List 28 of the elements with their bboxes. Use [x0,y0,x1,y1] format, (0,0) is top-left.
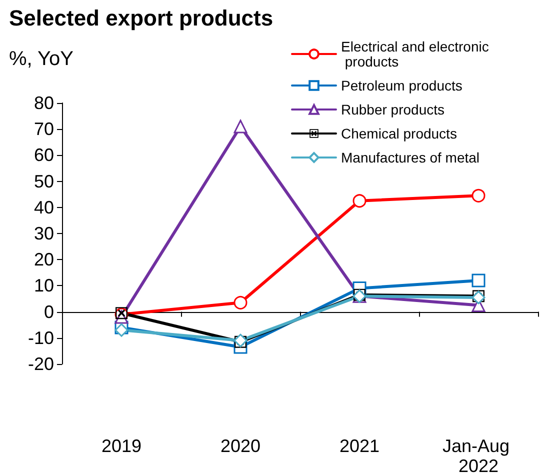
y-tick-label: -10 [28,328,54,348]
y-tick-label: 40 [34,197,54,218]
legend-label: Rubber products [341,102,445,118]
point [234,296,248,310]
x-tick-label: 2019 [101,436,142,456]
point [234,120,248,134]
y-tick-label: 70 [34,119,54,140]
y-tick-label: 30 [34,224,54,244]
x-tick-label: 2021 [339,436,380,456]
legend-label: Electrical and electronic products [341,38,489,70]
y-tick-label: 20 [34,250,54,270]
y-tick-label: 80 [34,93,54,113]
y-tick-label: 10 [34,276,54,296]
x-tick-label: 2020 [220,436,261,456]
x-tick-label: Jan-Aug 2022 [442,436,515,476]
point [472,274,486,288]
legend-label: Petroleum products [341,78,462,94]
point [472,188,486,202]
chart-subtitle: %, YoY [9,48,74,70]
chart-title: Selected export products [9,6,274,30]
y-tick-label: 0 [44,302,54,322]
y-tick-label: 50 [34,171,54,192]
y-tick-label: -20 [28,354,54,374]
point [114,323,128,337]
point [352,194,366,208]
y-tick-label: 60 [34,145,54,166]
legend-label: Chemical products [341,126,457,142]
legend-label: Manufactures of metal [341,150,480,166]
